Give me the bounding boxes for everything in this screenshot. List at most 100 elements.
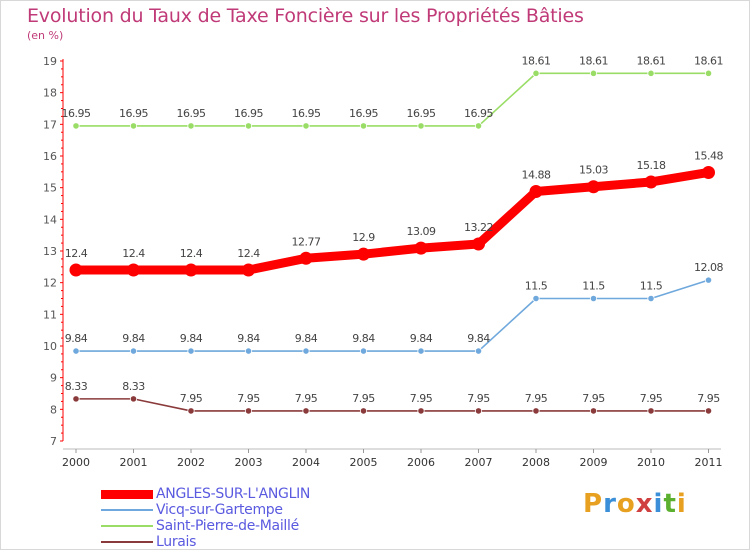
data-point	[187, 347, 195, 355]
data-point	[532, 294, 540, 303]
data-point	[359, 122, 368, 130]
data-label: 14.88	[522, 168, 551, 181]
data-point	[129, 347, 138, 355]
data-label: 16.95	[407, 107, 436, 120]
data-label: 15.18	[637, 159, 666, 172]
data-point	[647, 294, 655, 303]
legend-label: Lurais	[156, 534, 197, 550]
data-label: 18.61	[579, 54, 608, 67]
data-point	[299, 251, 313, 265]
data-point	[589, 69, 598, 77]
data-label: 8.33	[122, 380, 145, 393]
data-label: 7.95	[180, 392, 203, 405]
y-tick-label: 7	[50, 435, 57, 448]
data-label: 12.4	[237, 247, 260, 260]
data-label: 11.5	[582, 280, 605, 293]
data-label: 9.84	[122, 332, 145, 345]
data-label: 16.95	[62, 107, 91, 120]
x-tick-label: 2001	[120, 456, 148, 469]
x-tick-label: 2000	[62, 456, 90, 469]
data-label: 9.84	[410, 332, 433, 345]
data-label: 16.95	[177, 107, 206, 120]
data-point	[529, 184, 543, 198]
data-point	[127, 263, 140, 277]
data-label: 11.5	[525, 280, 548, 293]
data-point	[244, 347, 253, 355]
brand-letter: o	[616, 489, 636, 519]
brand-letter: r	[603, 489, 617, 519]
data-label: 16.95	[349, 107, 378, 120]
data-label: 7.95	[295, 392, 318, 405]
data-point	[644, 175, 658, 189]
chart-unit-label: (en %)	[27, 29, 64, 42]
data-label: 16.95	[464, 107, 493, 120]
y-tick-label: 18	[43, 87, 57, 100]
x-tick-label: 2005	[350, 456, 378, 469]
data-label: 12.77	[292, 235, 321, 248]
y-tick-label: 19	[43, 55, 57, 68]
data-point	[69, 263, 83, 277]
data-point	[72, 395, 80, 403]
data-point	[302, 347, 310, 355]
data-point	[359, 347, 368, 355]
y-tick-label: 15	[43, 182, 57, 195]
y-tick-label: 10	[43, 340, 57, 353]
data-point	[302, 122, 310, 130]
brand-letter: P	[583, 489, 604, 519]
data-point	[184, 263, 198, 277]
data-point	[704, 276, 713, 284]
x-tick-label: 2003	[235, 456, 263, 469]
data-label: 9.84	[467, 332, 490, 345]
data-label: 16.95	[119, 107, 148, 120]
data-point	[187, 407, 195, 415]
data-label: 18.61	[637, 54, 666, 67]
data-point	[129, 122, 138, 130]
data-point	[72, 347, 80, 355]
data-point	[589, 407, 598, 415]
data-label: 7.95	[640, 392, 663, 405]
data-point	[472, 237, 485, 251]
y-tick-label: 17	[43, 118, 57, 131]
data-point	[704, 69, 713, 77]
data-point	[244, 122, 253, 130]
data-label: 7.95	[525, 392, 548, 405]
data-label: 15.03	[579, 164, 608, 177]
x-tick-label: 2008	[522, 456, 550, 469]
data-point	[359, 407, 368, 415]
brand-letter: x	[635, 489, 654, 519]
data-point	[704, 407, 713, 415]
data-point	[417, 122, 425, 130]
y-tick-label: 14	[43, 213, 57, 226]
y-tick-label: 11	[43, 308, 57, 321]
data-label: 12.08	[694, 261, 723, 274]
y-tick-label: 9	[50, 372, 57, 385]
data-label: 12.4	[180, 247, 203, 260]
data-label: 7.95	[582, 392, 605, 405]
legend-swatch	[101, 489, 153, 499]
data-label: 12.4	[65, 247, 88, 260]
data-point	[474, 407, 483, 415]
data-label: 18.61	[522, 54, 551, 67]
data-point	[302, 407, 310, 415]
data-label: 13.22	[464, 221, 493, 234]
data-label: 11.5	[640, 280, 663, 293]
y-tick-label: 8	[50, 403, 57, 416]
data-point	[532, 69, 540, 77]
series-line-2	[75, 72, 710, 127]
brand-letter: i	[676, 489, 687, 519]
data-label: 9.84	[180, 332, 203, 345]
data-point	[357, 247, 370, 261]
data-label: 7.95	[467, 392, 490, 405]
data-label: 18.61	[694, 54, 723, 67]
data-point	[532, 407, 540, 415]
data-label: 9.84	[237, 332, 260, 345]
data-label: 7.95	[352, 392, 375, 405]
data-point	[587, 180, 600, 194]
x-tick-label: 2011	[695, 456, 723, 469]
legend-label: ANGLES-SUR-L'ANGLIN	[156, 486, 311, 502]
series-line-3	[75, 398, 710, 412]
data-point	[242, 263, 255, 277]
brand-logo: Proxiti	[583, 489, 687, 519]
